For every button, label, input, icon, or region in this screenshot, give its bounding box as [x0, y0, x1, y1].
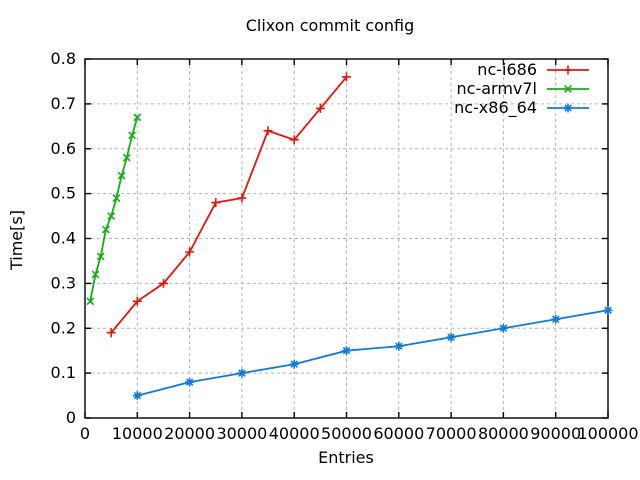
svg-text:100000: 100000: [577, 424, 638, 443]
svg-text:40000: 40000: [269, 424, 320, 443]
series-nc-x86_64: [132, 305, 613, 401]
svg-text:50000: 50000: [321, 424, 372, 443]
svg-text:0: 0: [80, 424, 90, 443]
svg-text:0.1: 0.1: [51, 363, 76, 382]
legend-label: nc-i686: [477, 60, 537, 79]
legend-line-sample-icon: [547, 84, 589, 93]
legend-label: nc-x86_64: [454, 98, 537, 117]
svg-text:0: 0: [66, 408, 76, 427]
svg-text:80000: 80000: [478, 424, 529, 443]
svg-text:0.5: 0.5: [51, 184, 76, 203]
chart-title: Clixon commit config: [245, 16, 415, 35]
svg-text:0.8: 0.8: [51, 49, 76, 68]
legend-item-nc-x86_64: nc-x86_64: [454, 98, 589, 117]
svg-text:70000: 70000: [426, 424, 477, 443]
plot-border: [84, 58, 609, 419]
series-nc-i686: [106, 72, 351, 338]
legend-line-sample-icon: [547, 103, 589, 112]
svg-text:0.7: 0.7: [51, 94, 76, 113]
x-axis-label: Entries: [318, 448, 374, 467]
svg-text:0.2: 0.2: [51, 318, 76, 337]
legend-line-sample-icon: [547, 65, 589, 74]
series-nc-armv7l: [86, 113, 142, 306]
svg-text:60000: 60000: [373, 424, 424, 443]
legend: nc-i686 nc-armv7l nc-x86_64: [454, 60, 589, 117]
legend-item-nc-armv7l: nc-armv7l: [454, 79, 589, 98]
x-tick-labels: 0 10000 20000 30000 40000 50000 60000 70000 8000…: [80, 424, 639, 443]
y-axis-label: Time[s]: [7, 210, 26, 270]
svg-text:30000: 30000: [216, 424, 267, 443]
svg-text:0.3: 0.3: [51, 273, 76, 292]
svg-text:0.4: 0.4: [51, 229, 76, 248]
legend-label: nc-armv7l: [456, 79, 538, 98]
svg-text:10000: 10000: [112, 424, 163, 443]
svg-text:0.6: 0.6: [51, 139, 76, 158]
svg-text:90000: 90000: [530, 424, 581, 443]
legend-item-nc-i686: nc-i686: [454, 60, 589, 79]
y-tick-labels: 0 0.1 0.2 0.3 0.4 0.5 0.6 0.7 0.8: [51, 49, 76, 427]
svg-text:20000: 20000: [164, 424, 215, 443]
